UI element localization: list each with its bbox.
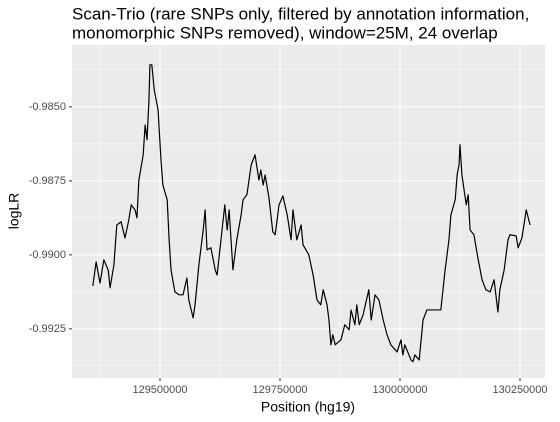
x-tick-label: 129500000 [132, 384, 187, 396]
y-tick-label: -0.9850 [29, 101, 66, 113]
y-axis-title: logLR [6, 193, 22, 230]
x-tick-label: 130250000 [492, 384, 547, 396]
x-tick-label: 129750000 [252, 384, 307, 396]
y-tick-label: -0.9875 [29, 175, 66, 187]
chart-title: Scan-Trio (rare SNPs only, filtered by a… [72, 4, 529, 23]
plot-panel [72, 45, 545, 378]
x-axis-title: Position (hg19) [261, 399, 355, 415]
data-line [92, 64, 531, 363]
x-tick-label: 130000000 [372, 384, 427, 396]
y-tick-label: -0.9900 [29, 249, 66, 261]
y-tick-label: -0.9925 [29, 323, 66, 335]
chart-title: monomorphic SNPs removed), window=25M, 2… [72, 23, 498, 42]
